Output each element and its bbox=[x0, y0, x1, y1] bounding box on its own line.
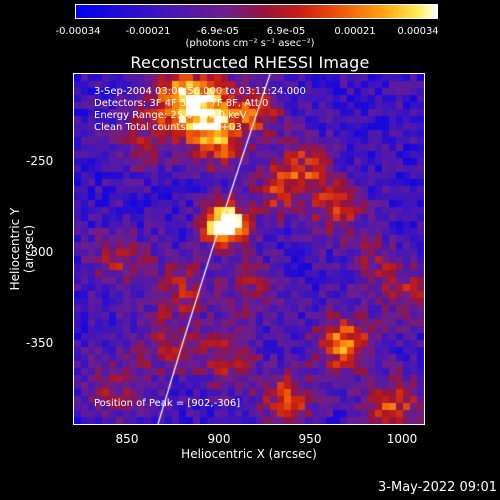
energy-range-text: Energy Range: 25.0 - 50.0 keV bbox=[94, 110, 247, 121]
colorbar-tick: 0.00021 bbox=[334, 26, 376, 37]
x-tick-label: 1000 bbox=[386, 432, 418, 446]
image-plot-area bbox=[73, 73, 425, 425]
colorbar-tick: -0.00034 bbox=[55, 26, 101, 37]
x-tick-label: 950 bbox=[298, 432, 322, 446]
colorbar-tick: -6.9e-05 bbox=[197, 26, 239, 37]
method-counts-text: Clean Total counts: 3.67E+03 bbox=[94, 122, 242, 133]
x-tick-label: 850 bbox=[115, 432, 139, 446]
colorbar-units: (photons cm⁻² s⁻¹ asec⁻²) bbox=[185, 38, 315, 49]
colorbar-tick: 6.9e-05 bbox=[266, 26, 306, 37]
colorbar-tick: 0.00034 bbox=[397, 26, 439, 37]
plot-title: Reconstructed RHESSI Image bbox=[130, 53, 370, 72]
x-axis-label: Heliocentric X (arcsec) bbox=[181, 447, 317, 461]
time-range-text: 3-Sep-2004 03:06:56.000 to 03:11:24.000 bbox=[94, 86, 306, 97]
colorbar bbox=[75, 4, 438, 19]
x-tick-label: 900 bbox=[207, 432, 231, 446]
date-stamp: 3-May-2022 09:01 bbox=[378, 480, 497, 495]
detectors-text: Detectors: 3F 4F 5F 6F 7F 8F, Att 0 bbox=[94, 98, 269, 109]
y-tick-label: -300 bbox=[26, 245, 54, 259]
y-tick-label: -250 bbox=[26, 154, 54, 168]
y-tick-label: -350 bbox=[26, 336, 54, 350]
rhessi-intensity-map bbox=[74, 74, 424, 424]
y-axis-label: Heliocentric Y (arcsec) bbox=[8, 207, 36, 291]
colorbar-tick: -0.00021 bbox=[125, 26, 171, 37]
peak-position-text: Position of Peak = [902,-306] bbox=[94, 398, 241, 409]
